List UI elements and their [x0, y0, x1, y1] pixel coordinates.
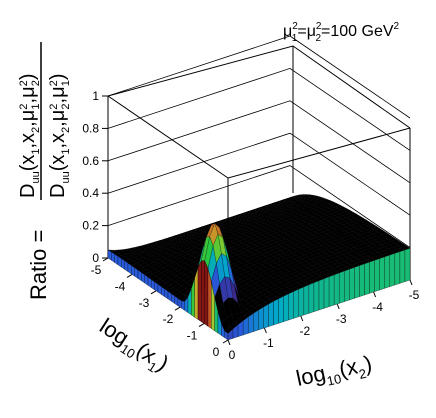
x1-tick-label: -4: [115, 279, 126, 293]
grid-line: [107, 35, 411, 119]
surface-skirt-cell: [374, 258, 380, 292]
z-axis-ticks: 0 0.2 0.4 0.6 0.8 1: [82, 89, 108, 265]
x2-tick-mark: [336, 303, 340, 310]
surface-skirt-cell: [384, 254, 390, 289]
surface-skirt-cell: [328, 274, 335, 307]
surface-skirt-cell: [201, 260, 205, 325]
surface-mesh: [107, 194, 411, 341]
surface-skirt-cell: [364, 261, 370, 296]
grid-line: [107, 165, 411, 248]
x2-tick-mark: [227, 339, 231, 346]
frame-front-top: [107, 95, 411, 179]
z-tick-label: 1: [92, 89, 99, 103]
x2-tick-label: -4: [372, 300, 383, 314]
x1-tick-mark: [174, 306, 181, 311]
scale-annotation: μ2 1=μ2 2=100 GeV2: [283, 21, 400, 44]
surface-skirt-cell: [303, 284, 310, 316]
x2-tick-label: -3: [336, 312, 347, 326]
x2-tick-mark: [300, 315, 304, 322]
x1-tick-mark: [102, 257, 109, 262]
x1-tick-label: 0: [213, 345, 220, 359]
surface-skirt-cell: [349, 267, 355, 301]
x1-tick-mark: [126, 273, 133, 278]
surface-skirt-cell: [204, 260, 209, 327]
surface-skirt-cell: [308, 282, 315, 314]
surface-skirt-cell: [288, 291, 294, 321]
x2-axis-ticks: 0 -1 -2 -3 -4 -5: [227, 279, 420, 362]
z-axis-title-prefix: Ratio =: [26, 230, 51, 300]
z-axis-numerator: Duu(x1,x2,μ21,μ22): [17, 73, 42, 198]
x1-tick-label: -1: [187, 329, 198, 343]
x1-tick-label: -2: [163, 312, 174, 326]
surface-skirt-cell: [197, 260, 202, 323]
x1-tick-mark: [222, 339, 229, 344]
surface-skirt-cell: [379, 256, 385, 291]
surface-skirt-cell: [389, 253, 395, 287]
z-tick-label: 0.8: [82, 121, 99, 135]
surface-skirt-cell: [268, 301, 274, 327]
z-tick-label: 0.6: [82, 154, 99, 168]
z-tick-label: 0.4: [82, 186, 99, 200]
z-axis-title: Ratio = Duu(x1,x2,μ21,μ22) Duu(x1,x2,μ22…: [17, 42, 72, 300]
surface-skirt-cell: [399, 249, 406, 284]
x1-tick-label: -3: [139, 296, 150, 310]
surface-skirt-cell: [273, 298, 279, 326]
x2-tick-label: -5: [409, 288, 420, 302]
svg-text:log10(x1): log10(x1): [93, 313, 173, 379]
surface-skirt-cell: [181, 300, 185, 311]
surface-skirt-cell: [394, 251, 401, 286]
surface-skirt-cell: [339, 270, 345, 304]
surface-skirt-cell: [318, 278, 325, 311]
x2-tick-label: -2: [299, 324, 310, 338]
surface-skirt-cell: [263, 303, 269, 329]
z-axis-denominator: Duu(x1,x2,μ22,μ21): [47, 73, 72, 198]
x2-axis-title: log10(x2): [294, 350, 375, 394]
surface-skirt-cell: [293, 288, 299, 319]
surface-skirt-cell: [298, 286, 304, 317]
x1-tick-label: -5: [91, 263, 102, 277]
surface-skirt-cell: [369, 260, 375, 294]
surface-skirt-cell: [404, 248, 411, 282]
x1-axis-title: log10(x1): [93, 313, 173, 379]
surface-skirt-cell: [354, 265, 360, 299]
x2-tick-mark: [409, 279, 413, 286]
surface-skirt-cell: [258, 306, 264, 331]
surface-skirt-cell: [253, 309, 259, 332]
x1-tick-mark: [150, 290, 157, 295]
grid-line: [107, 67, 411, 151]
surface-skirt-cell: [283, 293, 289, 322]
x2-tick-mark: [263, 327, 267, 334]
x2-tick-label: 0: [229, 348, 236, 362]
z-tick-label: 0: [92, 251, 99, 265]
grid-line: [107, 100, 411, 184]
surface-skirt-cell: [334, 272, 340, 306]
surface-skirt-cell: [323, 276, 330, 309]
surface-skirt-cell: [313, 280, 320, 312]
x2-tick-label: -1: [263, 336, 274, 350]
surface-skirt-cell: [248, 313, 254, 334]
x1-axis-ticks: -5 -4 -3 -2 -1 0: [91, 257, 229, 359]
surface-skirt-cell: [278, 295, 284, 324]
x1-tick-mark: [198, 323, 205, 328]
surface-skirt-cell: [359, 263, 365, 297]
x2-tick-mark: [373, 291, 377, 298]
svg-text:log10(x2): log10(x2): [294, 350, 375, 394]
surface-skirt-cell: [344, 269, 350, 302]
z-tick-label: 0.2: [82, 219, 99, 233]
grid-line: [107, 132, 411, 216]
